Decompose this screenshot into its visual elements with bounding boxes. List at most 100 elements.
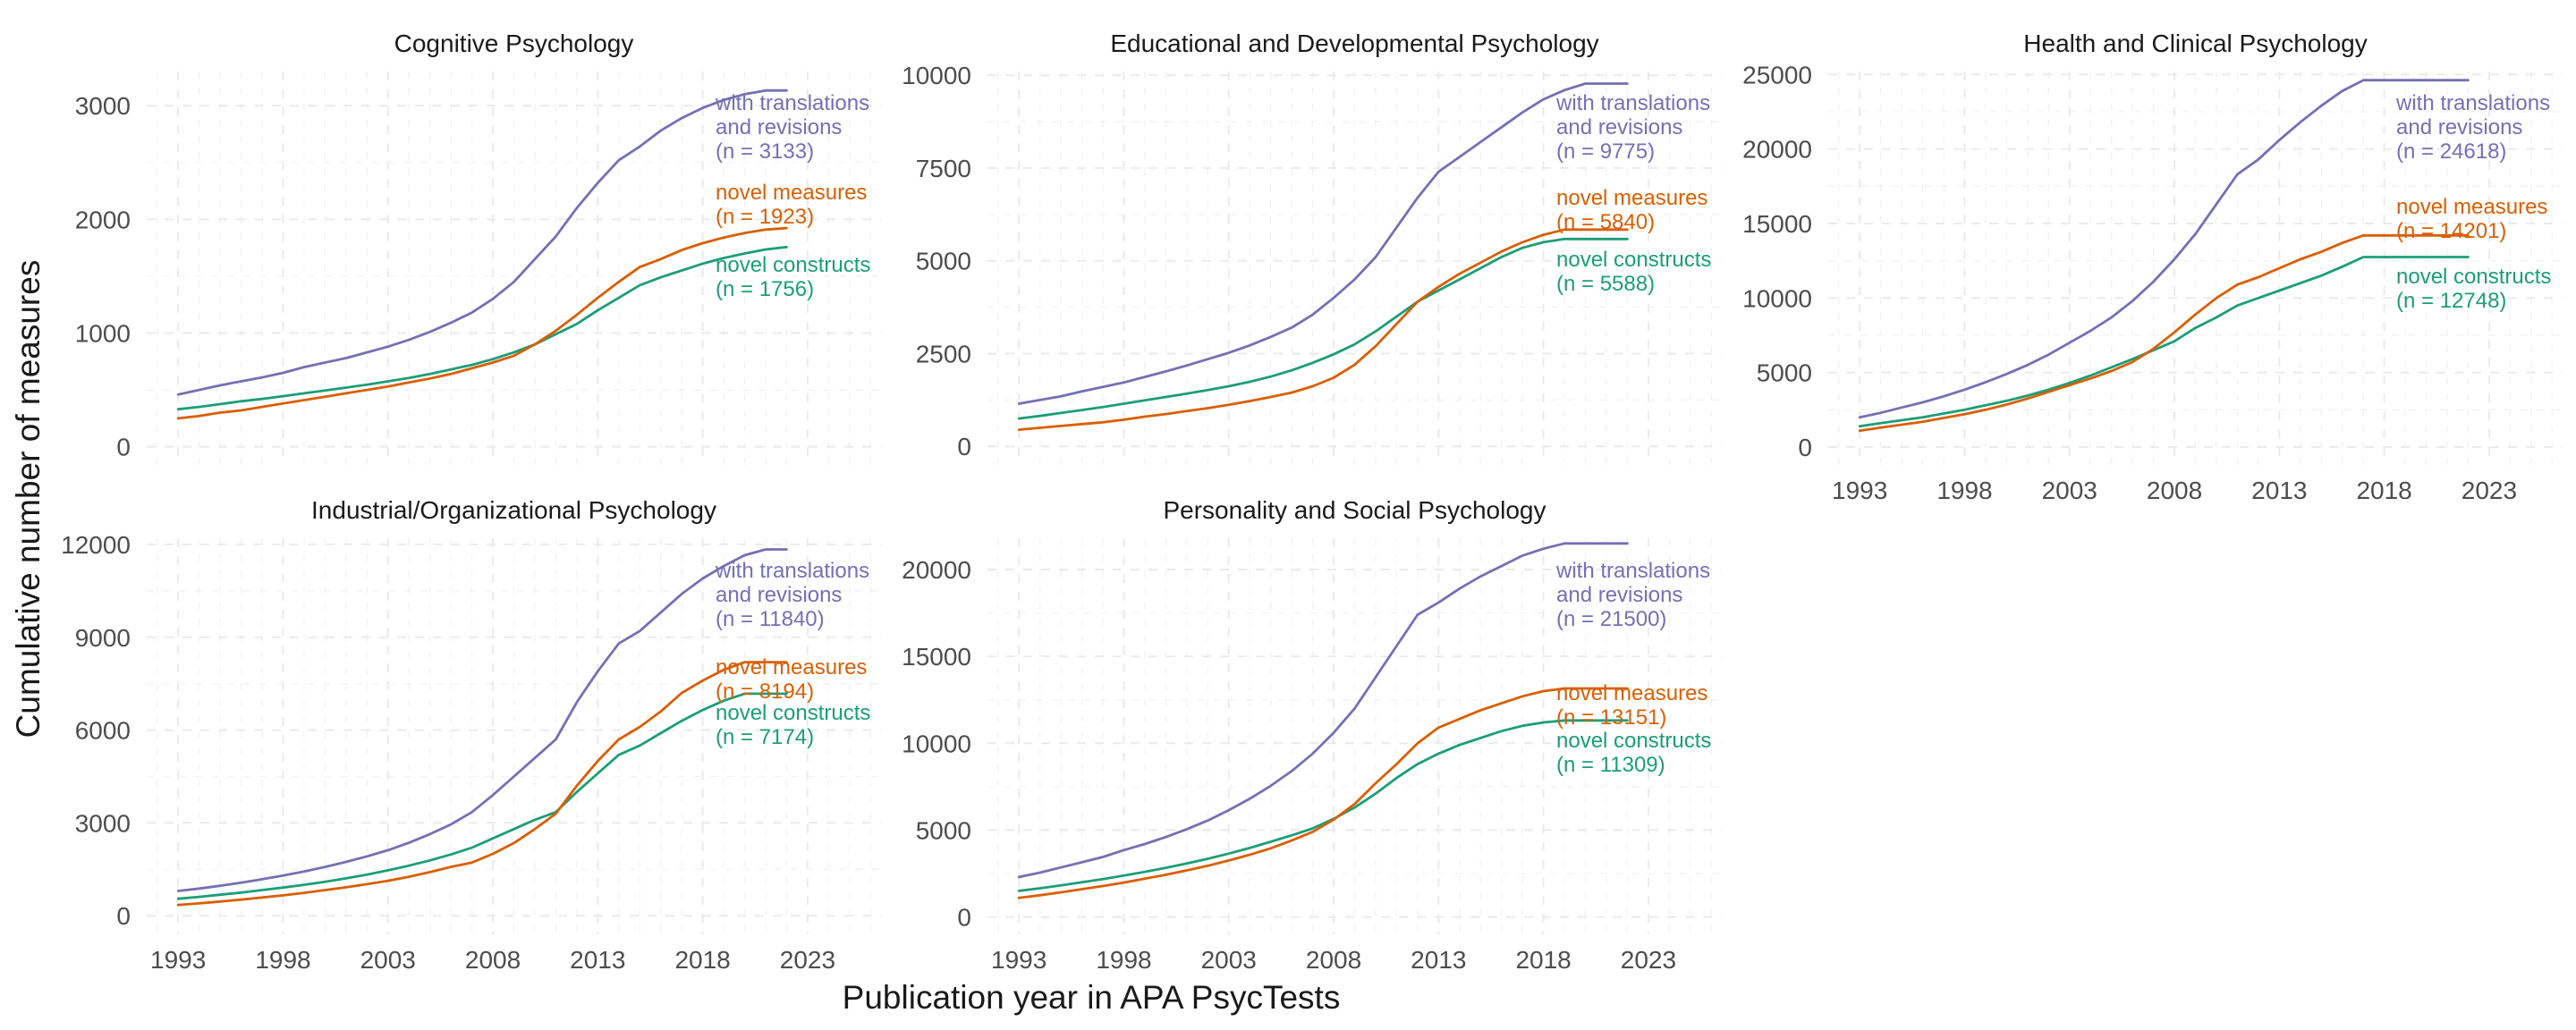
series-label-with-translations: with translations: [715, 559, 869, 583]
panel-title: Industrial/Organizational Psychology: [311, 496, 716, 524]
x-tick-label: 2023: [2462, 477, 2517, 504]
series-line-novel-measures: [176, 661, 788, 907]
x-tick-label: 2008: [2147, 477, 2202, 504]
series-line-novel-measures: [176, 226, 788, 420]
y-tick-label: 0: [116, 434, 131, 461]
y-tick-label: 20000: [1742, 136, 1812, 164]
y-tick-label: 5000: [916, 816, 971, 844]
y-tick-label: 15000: [902, 643, 971, 671]
series-label-with-translations: (n = 3133): [716, 139, 814, 164]
x-tick-label: 1993: [150, 946, 206, 974]
series-label-novel-constructs: (n = 7174): [716, 725, 814, 749]
series-line-novel-constructs: [1858, 256, 2470, 428]
x-tick-label: 2008: [1306, 946, 1361, 974]
y-tick-label: 7500: [916, 155, 971, 182]
panel-personality-and-social-psychology: Personality and Social Psychology 0 5000 10…: [902, 496, 1722, 974]
x-axis-title: Publication year in APA PsycTests: [843, 979, 1341, 1016]
y-tick-label: 5000: [1757, 359, 1812, 387]
series-label-novel-constructs: (n = 11309): [1556, 753, 1665, 777]
series-line-novel-measures: [1017, 228, 1629, 432]
panel-educational-and-developmental-psychology: Educational and Developmental Psychology…: [902, 30, 1722, 465]
series-label-novel-measures: novel measures: [716, 655, 867, 680]
series-label-with-translations: with translations: [1555, 559, 1710, 583]
series-label-novel-measures: novel measures: [1556, 681, 1707, 705]
series-label-novel-measures: novel measures: [716, 181, 867, 205]
x-tick-label: 2013: [570, 946, 625, 974]
y-tick-label: 0: [957, 433, 971, 460]
series-label-novel-constructs: novel constructs: [1556, 729, 1711, 753]
x-tick-label: 2018: [2356, 477, 2411, 504]
x-tick-label: 2003: [1201, 946, 1257, 974]
series-label-novel-constructs: (n = 12748): [2396, 289, 2506, 313]
series-line-novel-measures: [1017, 687, 1629, 899]
y-tick-label: 1000: [75, 319, 131, 347]
series-label-novel-measures: (n = 13151): [1556, 705, 1666, 730]
y-tick-label: 0: [1798, 434, 1812, 461]
series-line-with-translations: [176, 548, 788, 892]
x-tick-label: 2023: [1621, 946, 1676, 974]
y-tick-label: 25000: [1742, 61, 1812, 89]
series-label-with-translations: and revisions: [716, 115, 842, 139]
series-line-novel-constructs: [1017, 237, 1629, 420]
series-line-with-translations: [1017, 542, 1629, 879]
x-tick-label: 2008: [465, 946, 521, 974]
panel-health-and-clinical-psychology: Health and Clinical Psychology 0 5000 10000…: [1742, 30, 2563, 504]
y-tick-label: 2500: [916, 340, 971, 367]
panel-title: Cognitive Psychology: [394, 30, 634, 57]
y-axis-title: Cumulative number of measures: [10, 260, 47, 739]
x-tick-label: 2003: [2042, 477, 2097, 504]
y-tick-label: 10000: [902, 62, 971, 89]
series-label-with-translations: and revisions: [1556, 583, 1682, 607]
series-label-with-translations: with translations: [2395, 91, 2550, 115]
x-tick-label: 2013: [2251, 477, 2307, 504]
y-tick-label: 15000: [1742, 210, 1812, 238]
series-line-novel-constructs: [1017, 719, 1629, 892]
panel-cognitive-psychology: Cognitive Psychology 0 1000 2000 3000 with tr…: [75, 30, 881, 465]
x-tick-label: 1998: [1096, 946, 1151, 974]
gridlines: [987, 538, 1722, 934]
y-tick-label: 10000: [902, 730, 971, 757]
series-label-novel-constructs: (n = 1756): [716, 277, 814, 301]
panels-layer: Cognitive Psychology 0 1000 2000 3000 with tr…: [61, 30, 2563, 974]
x-tick-label: 1998: [1936, 477, 1992, 504]
x-tick-label: 2013: [1411, 946, 1466, 974]
gridlines: [1828, 72, 2563, 465]
series-label-novel-constructs: (n = 5588): [1556, 272, 1655, 296]
x-tick-label: 1998: [255, 946, 310, 974]
y-tick-label: 10000: [1742, 284, 1812, 312]
series-label-novel-measures: (n = 5840): [1556, 210, 1655, 234]
series-label-novel-measures: (n = 1923): [716, 205, 814, 229]
series-label-with-translations: and revisions: [2396, 115, 2522, 139]
y-tick-label: 2000: [75, 206, 131, 233]
series-label-novel-measures: (n = 14201): [2396, 219, 2506, 243]
series-line-novel-constructs: [176, 692, 788, 900]
series-line-novel-constructs: [176, 245, 788, 411]
series-label-with-translations: (n = 9775): [1556, 139, 1655, 164]
y-tick-label: 6000: [75, 717, 131, 745]
x-tick-label: 1993: [991, 946, 1046, 974]
y-tick-label: 12000: [61, 531, 131, 559]
series-line-novel-measures: [1858, 233, 2470, 433]
panel-title: Educational and Developmental Psychology: [1110, 30, 1598, 57]
y-tick-label: 9000: [75, 624, 131, 652]
series-label-novel-constructs: novel constructs: [716, 701, 870, 725]
gridlines: [147, 538, 881, 934]
series-label-with-translations: and revisions: [716, 583, 842, 607]
series-label-novel-constructs: novel constructs: [1556, 248, 1711, 272]
y-tick-label: 20000: [902, 556, 971, 584]
series-label-novel-measures: novel measures: [1556, 186, 1707, 210]
series-label-with-translations: (n = 11840): [716, 607, 825, 631]
series-label-novel-measures: novel measures: [2396, 195, 2547, 219]
y-tick-label: 3000: [75, 809, 131, 837]
y-tick-label: 3000: [75, 92, 131, 120]
series-label-novel-measures: (n = 8194): [716, 680, 814, 704]
series-label-with-translations: with translations: [1555, 91, 1710, 115]
x-tick-label: 2003: [360, 946, 416, 974]
series-line-with-translations: [1017, 82, 1629, 405]
series-label-novel-constructs: novel constructs: [716, 253, 870, 277]
x-tick-label: 1993: [1832, 477, 1887, 504]
gridlines: [147, 72, 881, 465]
series-line-with-translations: [1858, 79, 2470, 419]
x-tick-label: 2018: [1515, 946, 1571, 974]
